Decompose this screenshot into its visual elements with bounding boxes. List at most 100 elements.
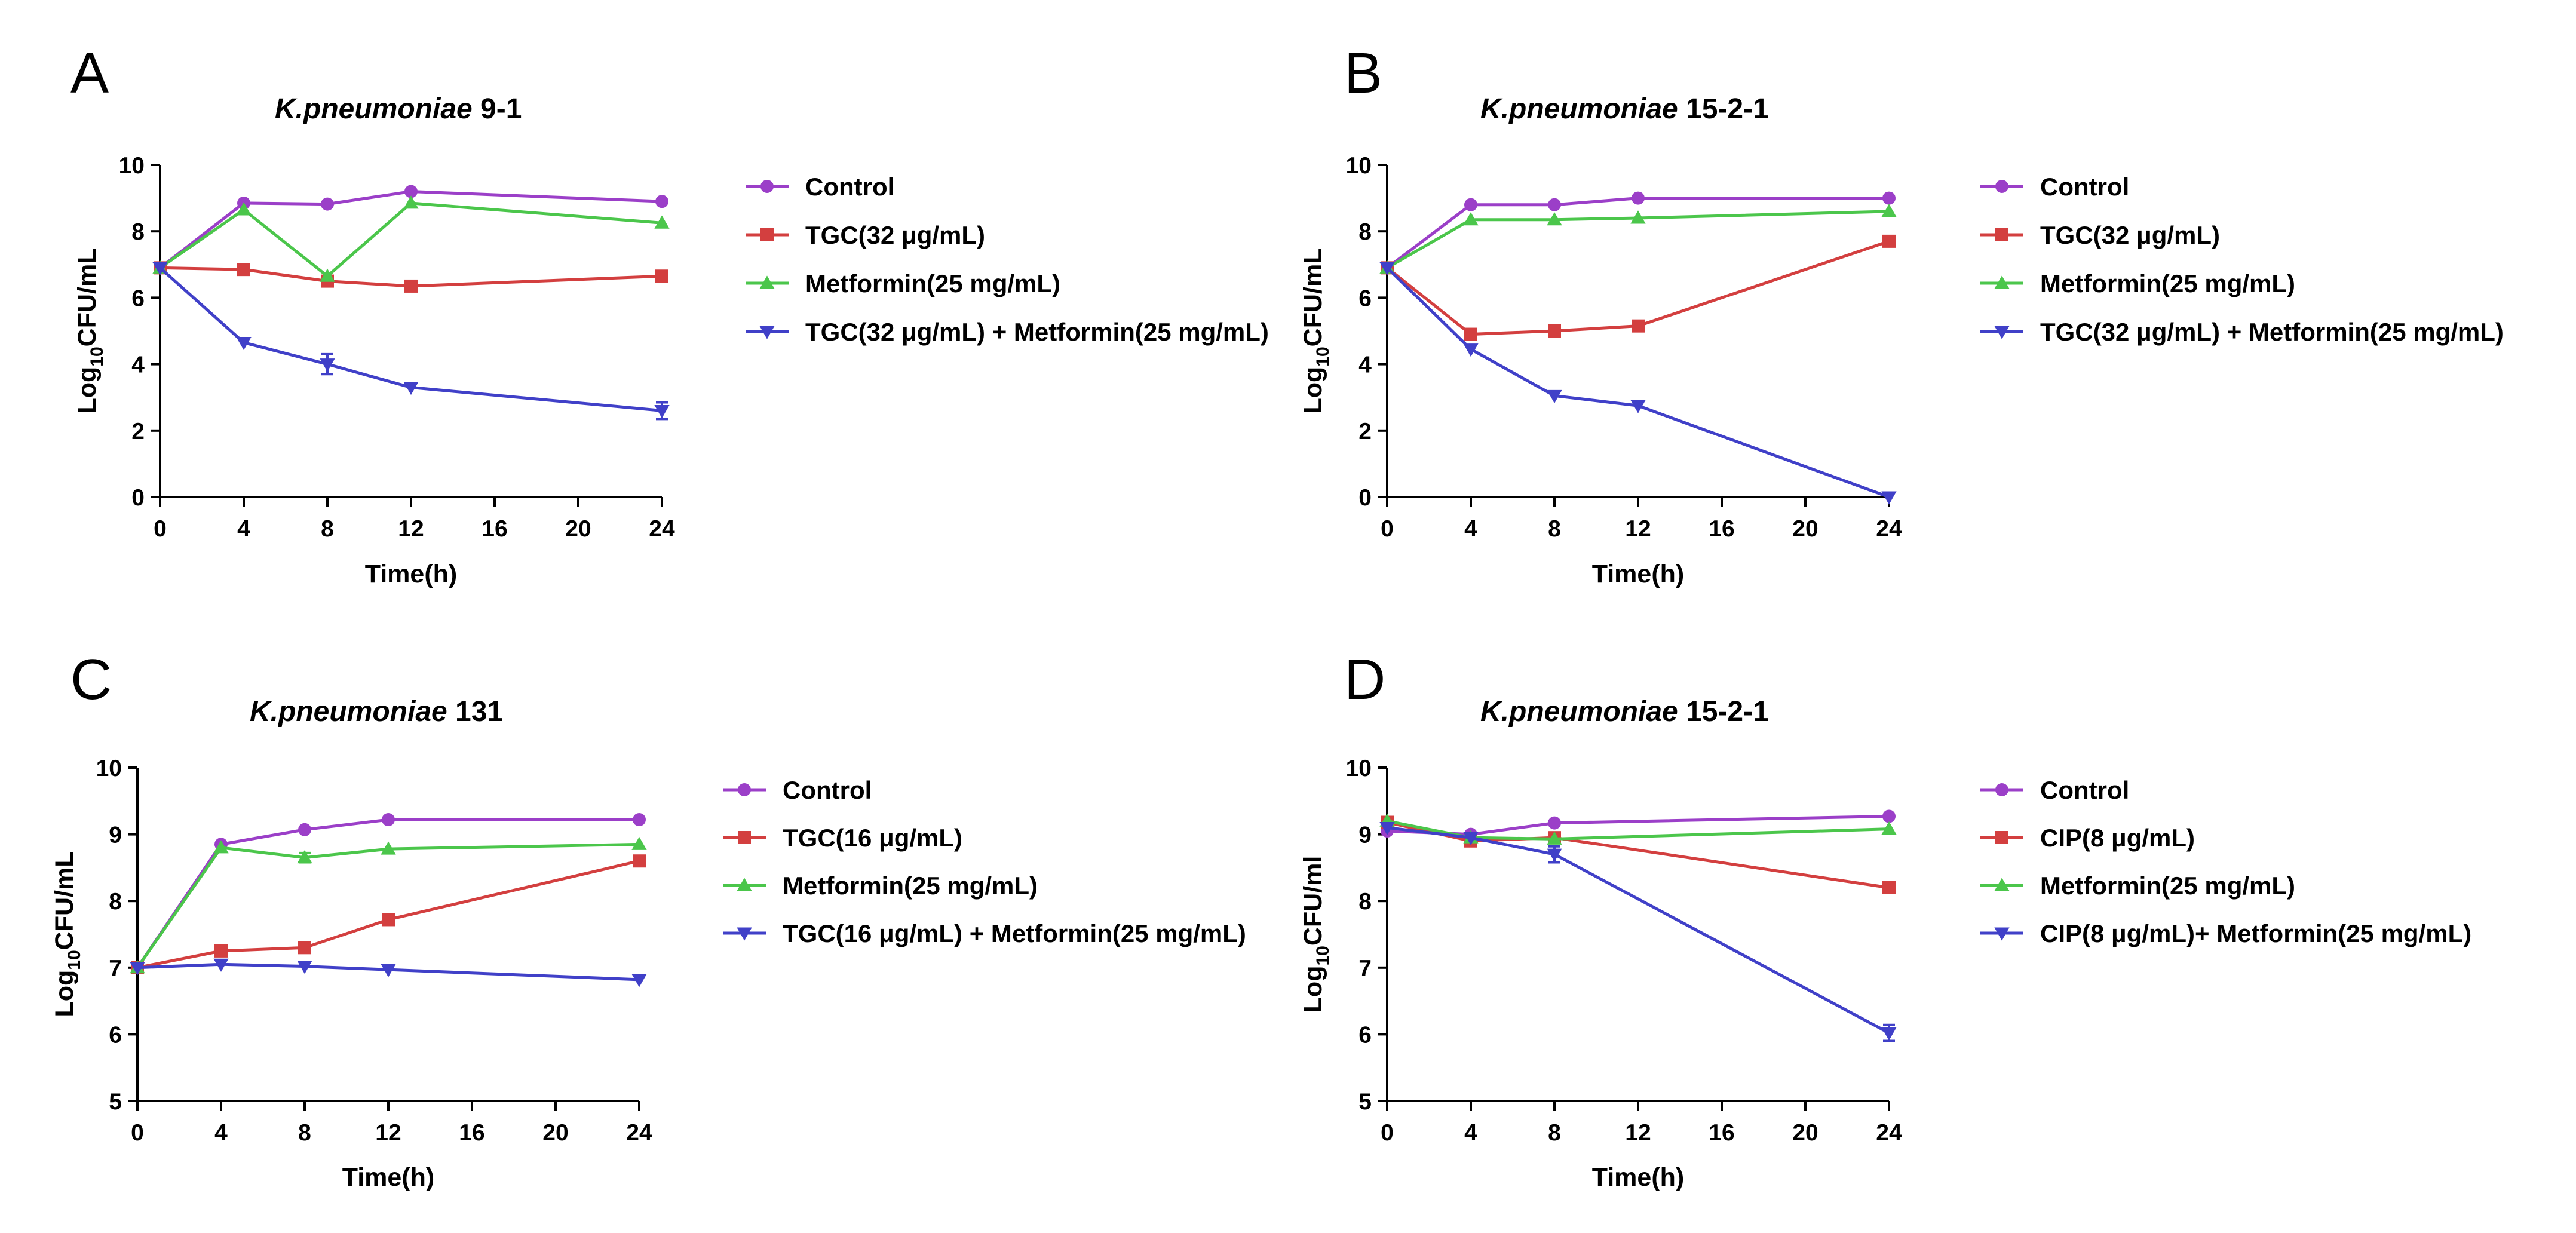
x-tick-label: 8 — [321, 516, 334, 542]
y-tick-label: 6 — [1358, 1022, 1372, 1048]
data-point — [1548, 198, 1561, 211]
y-tick-label: 8 — [1358, 889, 1372, 915]
y-axis-label-base: Log — [1299, 367, 1327, 414]
y-tick-label: 0 — [1358, 485, 1372, 511]
data-point — [382, 813, 395, 827]
y-axis-label-base: Log — [50, 970, 79, 1017]
data-point — [214, 944, 228, 958]
x-tick-label: 8 — [1548, 1120, 1561, 1146]
data-point — [321, 197, 334, 211]
legend-marker — [760, 180, 774, 193]
legend-marker — [759, 275, 775, 289]
data-point — [213, 958, 229, 972]
series-4 — [1379, 821, 1897, 1042]
x-tick-label: 0 — [1381, 1120, 1394, 1146]
x-tick-label: 24 — [626, 1120, 652, 1146]
data-point — [655, 269, 668, 283]
data-point — [297, 850, 312, 864]
y-tick-label: 8 — [1358, 219, 1372, 245]
y-tick-label: 0 — [131, 485, 145, 511]
x-tick-label: 8 — [298, 1120, 311, 1146]
chart-title: K.pneumoniae 15-2-1 — [1480, 696, 1769, 728]
x-tick-label: 24 — [1876, 1120, 1902, 1146]
chart-title-italic: K.pneumoniae — [275, 93, 473, 125]
data-point — [1630, 210, 1646, 224]
data-point — [1881, 821, 1897, 835]
legend-marker — [737, 927, 752, 941]
legend-label: Metformin(25 mg/mL) — [2040, 872, 2295, 900]
chart-title-rest: 15-2-1 — [1678, 696, 1769, 728]
data-point — [1882, 809, 1896, 823]
data-point — [298, 823, 311, 836]
data-point — [404, 185, 418, 198]
legend-label: CIP(8 μg/mL)+ Metformin(25 mg/mL) — [2040, 919, 2471, 947]
chart-title: K.pneumoniae 9-1 — [275, 93, 522, 125]
data-point — [237, 263, 250, 277]
y-tick-label: 6 — [109, 1022, 122, 1048]
data-point — [382, 913, 395, 927]
x-tick-label: 20 — [1792, 516, 1818, 542]
series-line — [1387, 819, 1890, 841]
data-point — [1464, 327, 1477, 341]
data-point — [654, 215, 670, 229]
legend-marker — [1994, 326, 2010, 339]
y-tick-label: 4 — [131, 352, 145, 378]
chart-title-rest: 15-2-1 — [1678, 93, 1769, 125]
y-axis-label-base: Log — [1299, 966, 1327, 1013]
x-axis-label: Time(h) — [1592, 1163, 1685, 1192]
series-4 — [152, 262, 670, 421]
data-point — [213, 840, 229, 854]
y-axis-label: Log10CFU/mL — [50, 851, 84, 1017]
y-tick-label: 4 — [1358, 352, 1372, 378]
y-axis-label-base: Log — [73, 367, 102, 414]
series-3 — [1379, 204, 1897, 274]
x-axis-label: Time(h) — [365, 560, 458, 588]
legend-label: Control — [783, 776, 872, 804]
legend-label: TGC(32 μg/mL) — [805, 221, 985, 249]
x-tick-label: 4 — [1464, 516, 1477, 542]
y-tick-label: 10 — [119, 153, 145, 179]
series-2 — [1381, 815, 1896, 894]
data-point — [1630, 400, 1646, 413]
x-tick-label: 16 — [482, 516, 507, 542]
panel-letter: D — [1344, 648, 1385, 711]
x-tick-label: 16 — [1709, 1120, 1734, 1146]
data-point — [1632, 319, 1645, 333]
legend-label: TGC(16 μg/mL) — [783, 824, 962, 852]
series-2 — [154, 261, 668, 293]
panel-d: D K.pneumoniae 15-2-1 5 6 7 8 9 10 0 4 8 12 16 20 24 Ti… — [1299, 648, 2471, 1192]
legend-marker — [738, 783, 751, 796]
x-tick-label: 0 — [131, 1120, 144, 1146]
y-tick-label: 7 — [109, 956, 122, 982]
y-tick-label: 6 — [131, 286, 145, 311]
series-1 — [1381, 191, 1896, 275]
panel-letter: C — [70, 648, 112, 711]
y-tick-label: 9 — [109, 823, 122, 848]
x-tick-label: 0 — [1381, 516, 1394, 542]
legend-label: Control — [2040, 776, 2129, 804]
series-line — [1386, 266, 1890, 499]
legend-label: TGC(32 μg/mL) — [2040, 221, 2220, 249]
series-4 — [1379, 262, 1897, 505]
data-point — [1547, 831, 1562, 845]
x-tick-label: 4 — [237, 516, 250, 542]
series-line — [1387, 826, 1890, 1035]
chart-title: K.pneumoniae 131 — [250, 696, 503, 728]
data-point — [236, 336, 252, 351]
data-point — [631, 836, 647, 850]
data-point — [1379, 262, 1395, 276]
data-point — [130, 962, 145, 976]
data-point — [381, 841, 396, 855]
x-tick-label: 0 — [154, 516, 167, 542]
panel-letter: A — [70, 41, 109, 105]
data-point — [1463, 832, 1479, 845]
y-axis-label-sub: 10 — [1313, 946, 1333, 965]
data-point — [1881, 491, 1897, 505]
legend-marker — [1995, 228, 2008, 241]
data-point — [654, 404, 670, 419]
data-point — [631, 974, 647, 987]
data-point — [236, 202, 252, 216]
data-point — [1882, 234, 1896, 248]
chart-title: K.pneumoniae 15-2-1 — [1480, 93, 1769, 125]
